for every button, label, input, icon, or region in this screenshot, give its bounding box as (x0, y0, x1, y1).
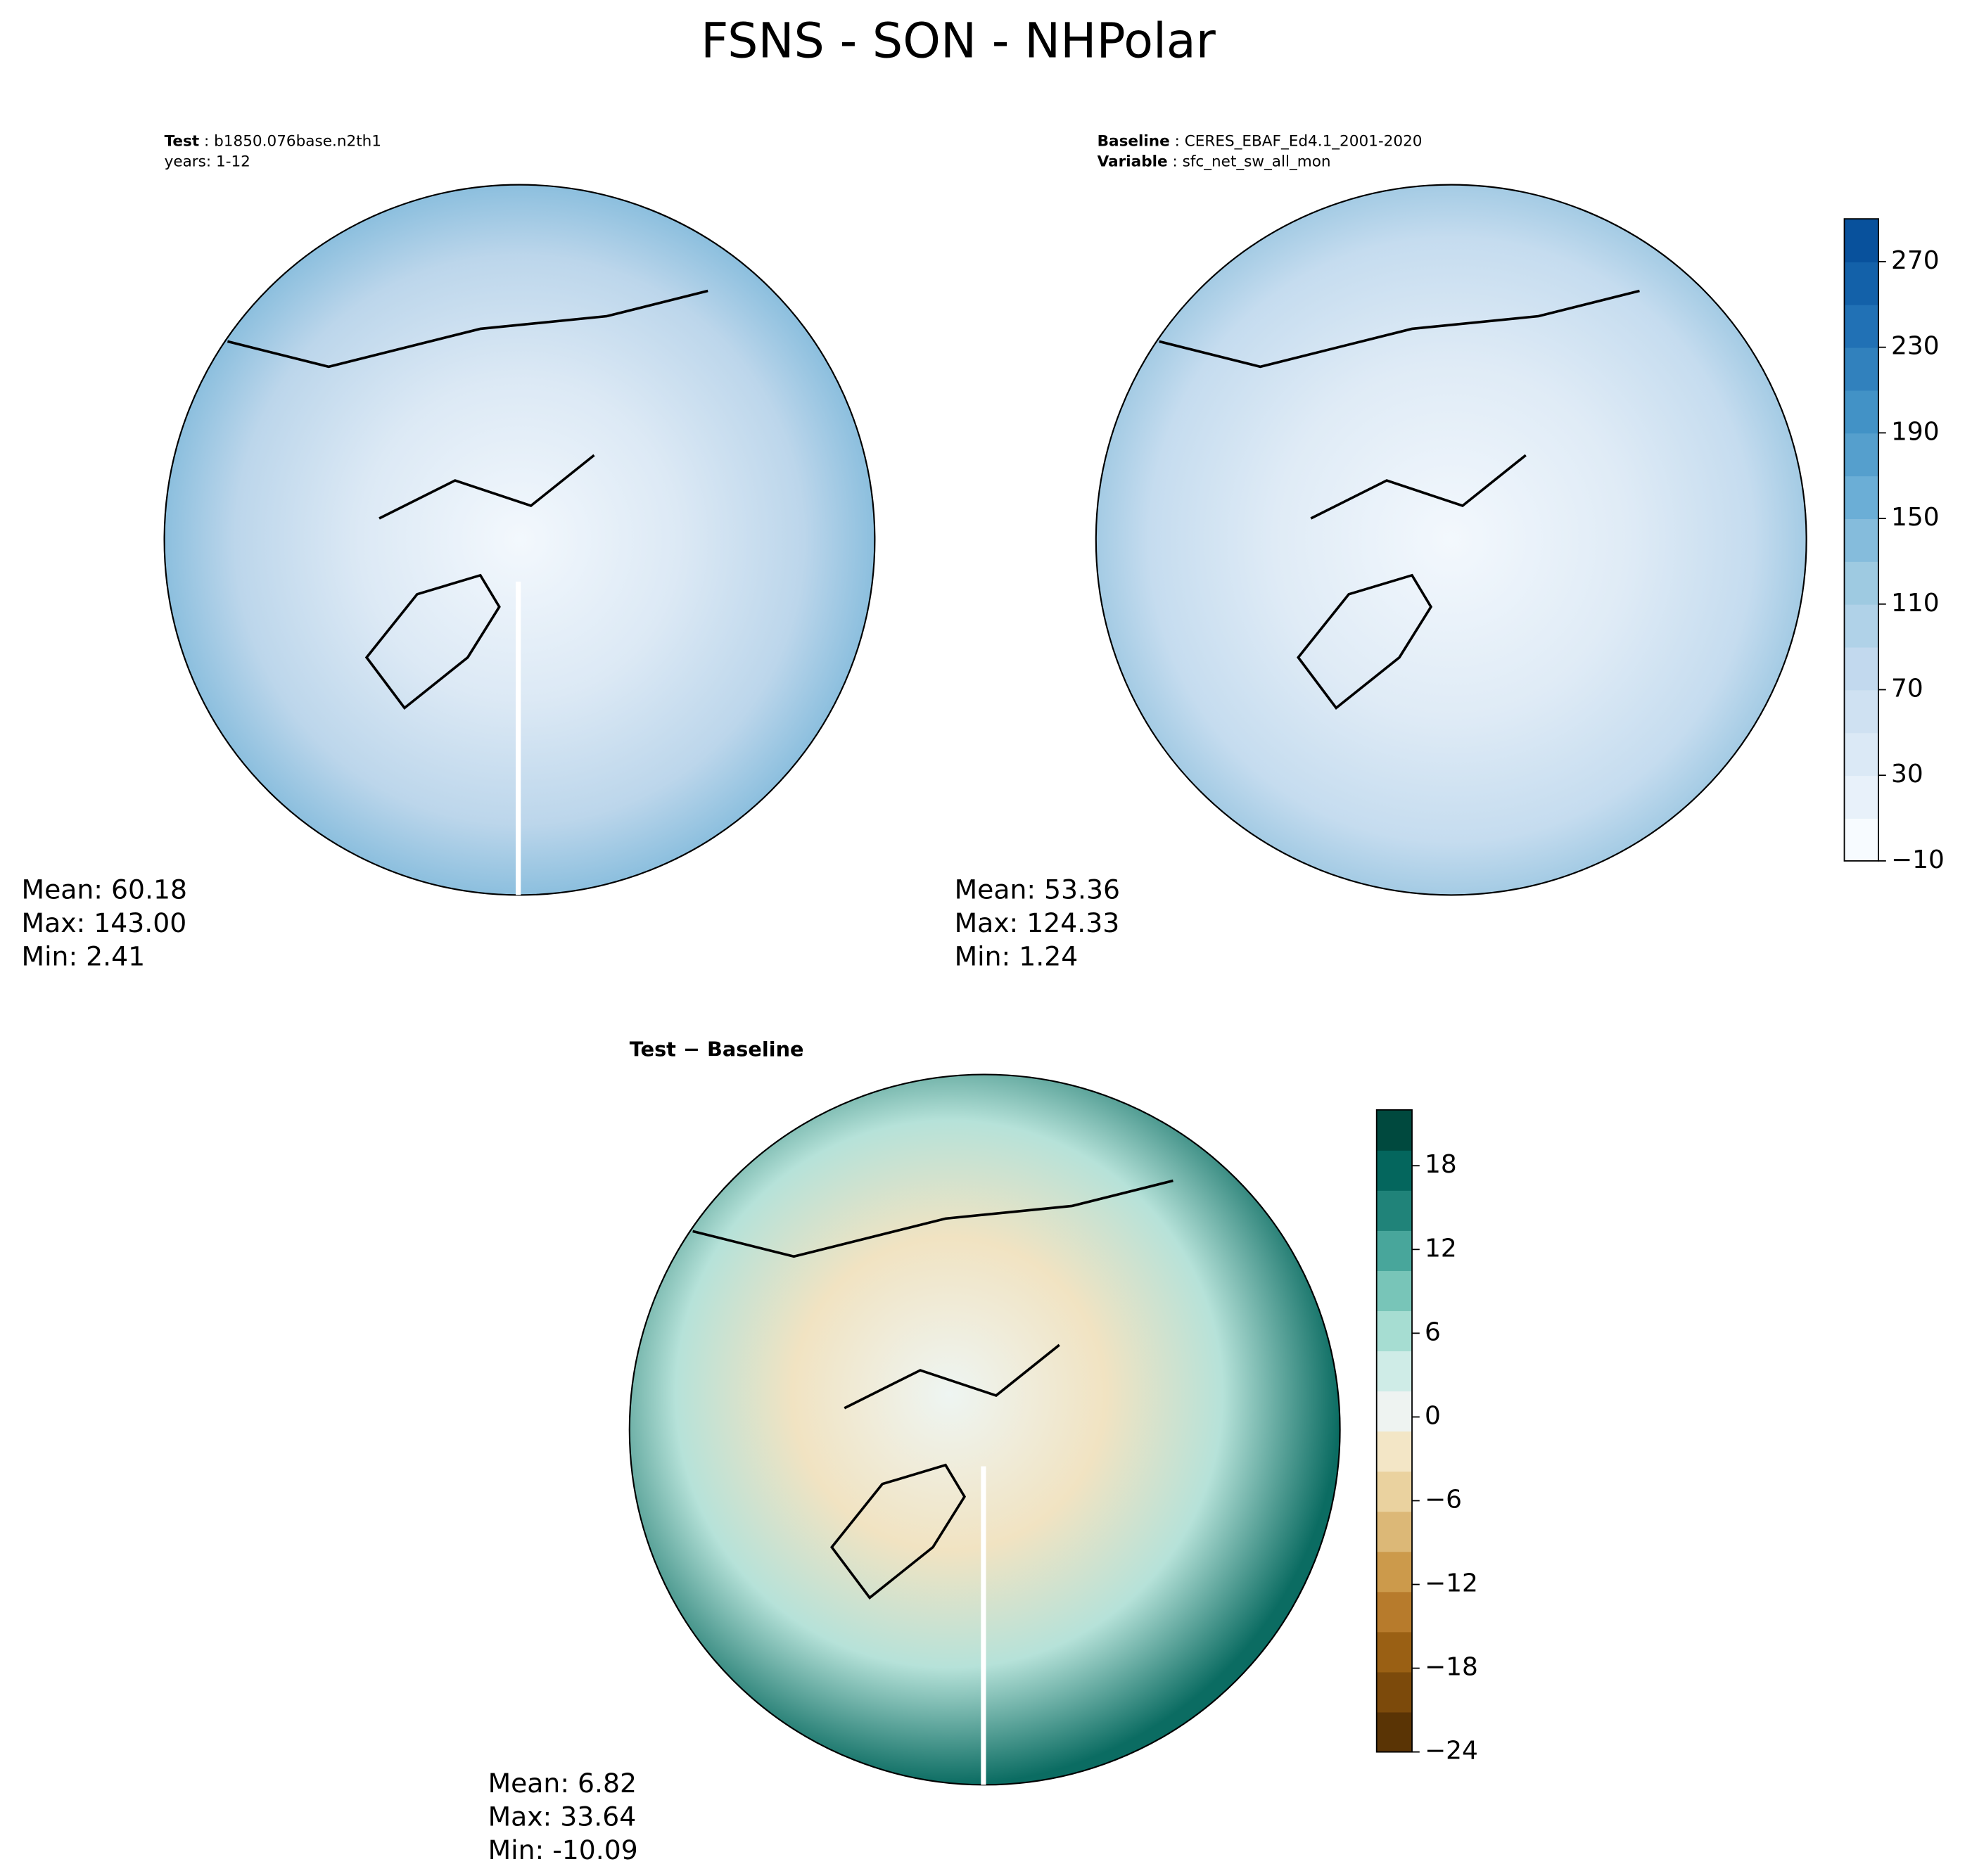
stat: Min: 1.24 (955, 941, 1079, 972)
colorbar-tick-label: 18 (1425, 1150, 1457, 1179)
header-text: b1850.076base.n2th1 (214, 133, 381, 151)
colorbar-band (1376, 1109, 1413, 1151)
stat: Mean: 6.82 (488, 1768, 637, 1799)
stat: Max: 143.00 (22, 907, 187, 938)
colorbar-band (1844, 689, 1879, 734)
colorbar-band (1376, 1391, 1413, 1432)
colorbar-band (1376, 1591, 1413, 1633)
header-key: Test − Baseline (630, 1037, 804, 1061)
colorbar-band (1376, 1551, 1413, 1593)
colorbar-band (1376, 1511, 1413, 1552)
header-key: Variable (1098, 153, 1168, 170)
colorbar-tick-label: 70 (1891, 674, 1923, 703)
colorbar-band (1376, 1711, 1413, 1753)
colorbar-tick-label: −18 (1425, 1653, 1478, 1682)
map (163, 184, 876, 896)
stat: Mean: 53.36 (955, 874, 1120, 905)
colorbar-band (1844, 518, 1879, 562)
colorbar-band (1844, 604, 1879, 648)
colorbar-tick-label: 230 (1891, 332, 1940, 361)
colorbar-band (1376, 1431, 1413, 1472)
colorbar-band (1376, 1230, 1413, 1271)
colorbar-band (1376, 1471, 1413, 1512)
panel-header: Test : b1850.076base.n2th1 (165, 133, 381, 151)
header-text: sfc_net_sw_all_mon (1183, 153, 1331, 170)
colorbar-band (1844, 433, 1879, 477)
header-sep: : (1170, 133, 1185, 151)
map (1095, 184, 1807, 896)
colorbar-band (1844, 476, 1879, 519)
header-key: Baseline (1098, 133, 1170, 151)
colorbar-band (1844, 261, 1879, 305)
colorbar-frame (1375, 1109, 1413, 1753)
colorbar-tick-label: 30 (1891, 760, 1923, 789)
colorbar-tick-label: −10 (1891, 846, 1945, 874)
stat: Mean: 60.18 (22, 874, 187, 905)
header-text: CERES_EBAF_Ed4.1_2001-2020 (1185, 133, 1423, 151)
colorbar-band (1844, 775, 1879, 819)
stat: Min: -10.09 (488, 1834, 638, 1865)
map (628, 1073, 1341, 1786)
colorbar-tick-label: 110 (1891, 589, 1940, 618)
colorbar-band (1376, 1351, 1413, 1392)
colorbar-band (1844, 732, 1879, 777)
title: FSNS - SON - NHPolar (701, 14, 1216, 70)
colorbar-tick-label: −12 (1425, 1569, 1478, 1598)
colorbar-band (1844, 390, 1879, 434)
panel-header: Baseline : CERES_EBAF_Ed4.1_2001-2020 (1098, 133, 1423, 151)
colorbar-band (1376, 1270, 1413, 1312)
panel-header: Variable : sfc_net_sw_all_mon (1098, 153, 1331, 170)
colorbar-band (1376, 1671, 1413, 1713)
colorbar-band (1376, 1149, 1413, 1191)
colorbar-tick-label: 150 (1891, 503, 1940, 532)
colorbar-tick-label: 6 (1425, 1317, 1441, 1346)
header-sep: : (1168, 153, 1183, 170)
stat: Min: 2.41 (22, 941, 146, 972)
colorbar-band (1376, 1310, 1413, 1352)
colorbar-band (1844, 646, 1879, 691)
colorbar-band (1376, 1189, 1413, 1231)
colorbar-band (1844, 818, 1879, 862)
colorbar-tick-label: 270 (1891, 246, 1940, 275)
stat: Max: 33.64 (488, 1801, 637, 1832)
colorbar-tick-label: −6 (1425, 1485, 1462, 1514)
colorbar-band (1844, 219, 1879, 262)
colorbar-tick-label: 12 (1425, 1234, 1457, 1263)
header-key: Test (165, 133, 200, 151)
colorbar-band (1844, 347, 1879, 391)
colorbar-tick-label: −24 (1425, 1737, 1478, 1766)
header-sep: : (199, 133, 214, 151)
panel-header: Test − Baseline (630, 1037, 804, 1061)
colorbar-tick-label: 190 (1891, 417, 1940, 446)
stat: Max: 124.33 (955, 907, 1120, 938)
colorbar-frame (1843, 218, 1879, 862)
panel-header: years: 1-12 (165, 153, 250, 170)
colorbar-band (1844, 304, 1879, 348)
header-text: years: 1-12 (165, 153, 250, 170)
colorbar-tick-label: 0 (1425, 1401, 1441, 1430)
colorbar-band (1844, 561, 1879, 605)
colorbar-band (1376, 1631, 1413, 1673)
